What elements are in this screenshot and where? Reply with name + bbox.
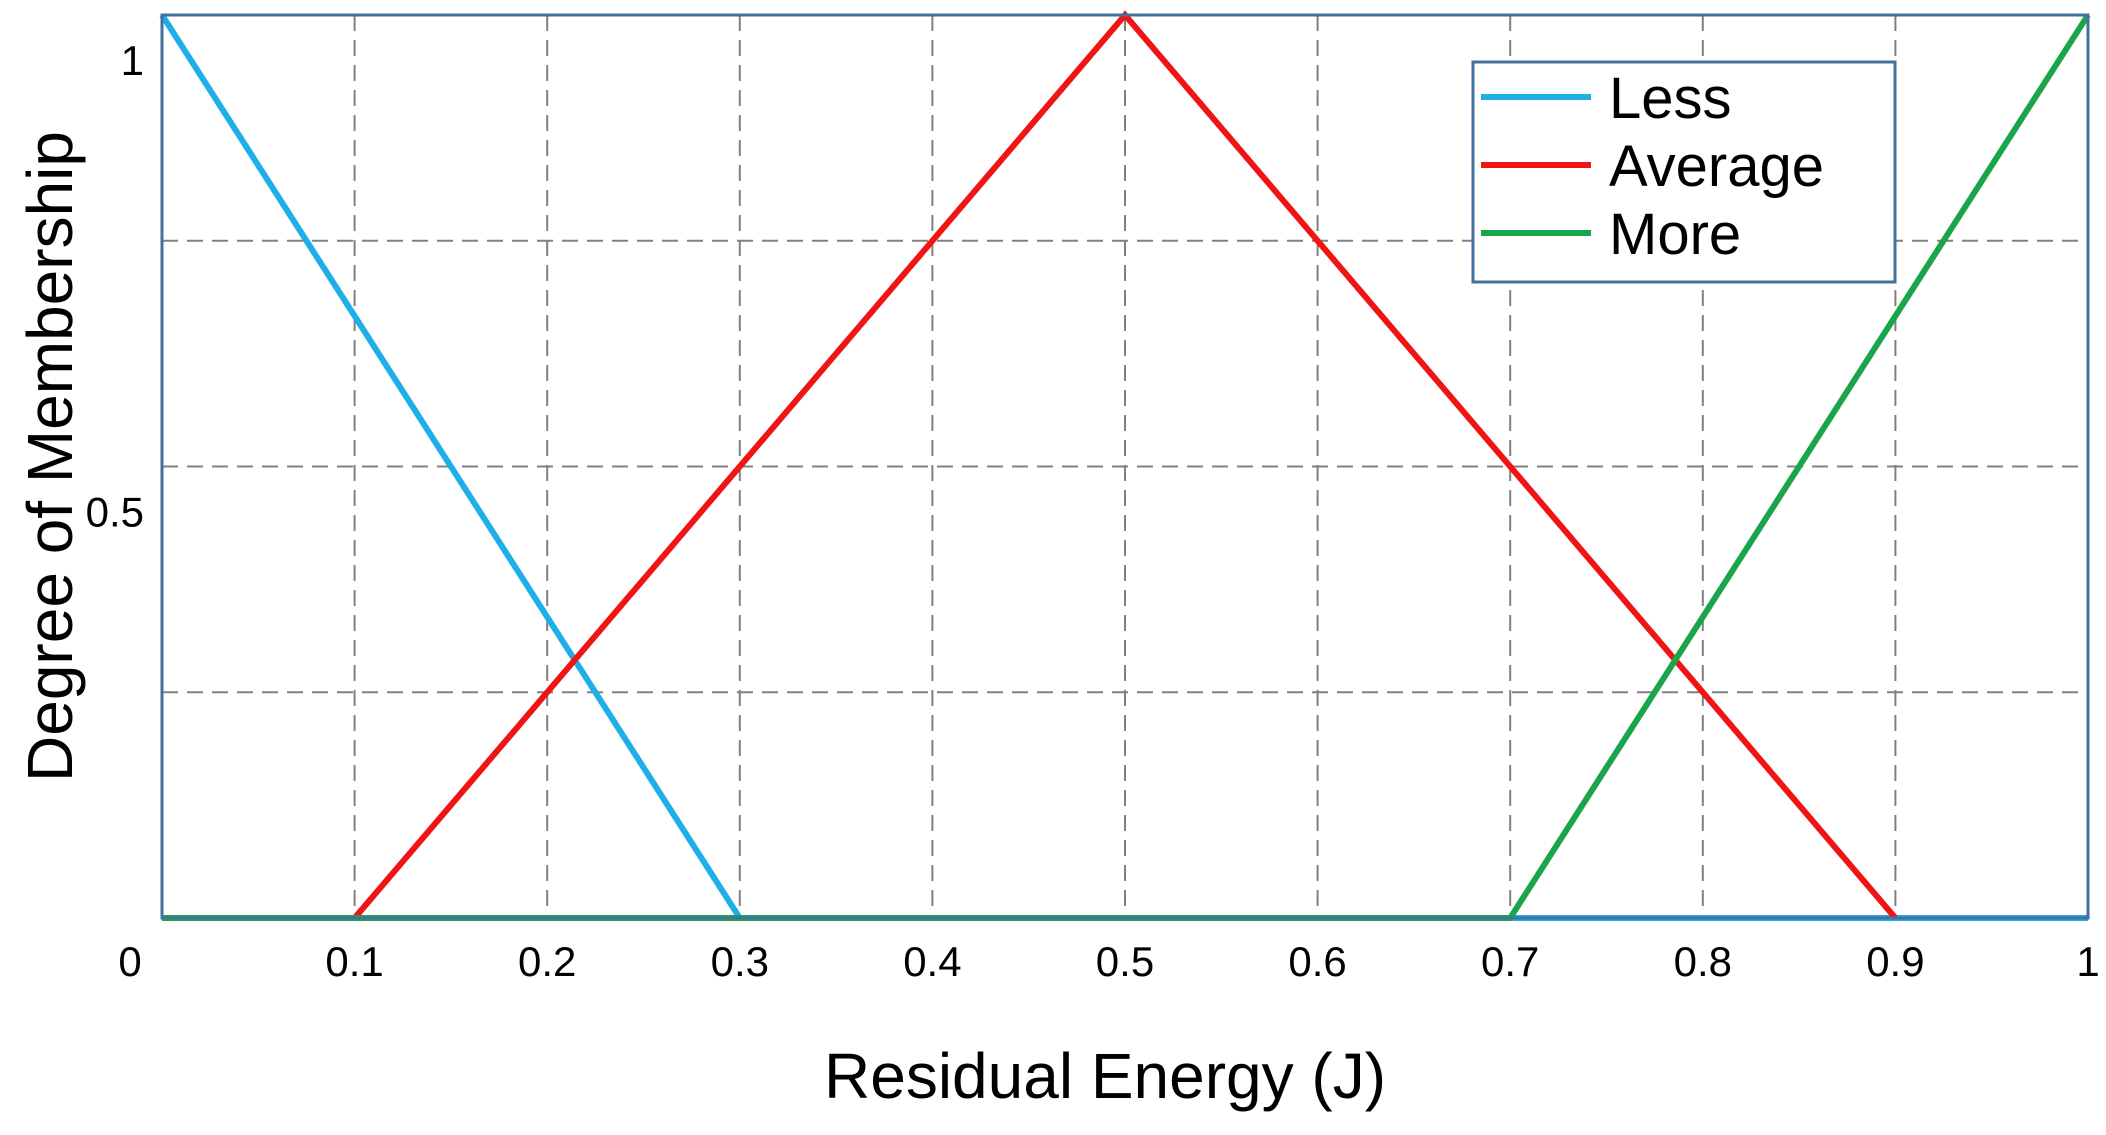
- plot-frame: [160, 13, 2090, 920]
- x-tick-label: 1: [2076, 938, 2099, 985]
- x-tick-label: 0.2: [518, 938, 576, 985]
- x-tick-label: 0: [118, 938, 141, 985]
- legend-label-more: More: [1609, 202, 1741, 267]
- x-tick-label: 0.7: [1481, 938, 1539, 985]
- x-tick-label: 0.5: [1096, 938, 1154, 985]
- y-tick-labels: 0.51: [86, 37, 144, 536]
- y-axis-title: Degree of Membership: [14, 131, 86, 782]
- legend-label-less: Less: [1609, 66, 1732, 131]
- x-tick-labels: 0 0.1 0.2 0.3 0.4 0.5 0.6 0.7 0.8 0.9 1: [118, 938, 2099, 985]
- x-axis-title: Residual Energy (J): [824, 1040, 1386, 1112]
- y-tick-label: 0.5: [86, 489, 144, 536]
- x-tick-label: 0.1: [325, 938, 383, 985]
- y-tick-label: 1: [121, 37, 144, 84]
- x-tick-label: 0.3: [711, 938, 769, 985]
- x-tick-label: 0.6: [1288, 938, 1346, 985]
- x-tick-label: 0.4: [903, 938, 961, 985]
- x-tick-label: 0.8: [1674, 938, 1732, 985]
- legend-label-average: Average: [1609, 134, 1824, 199]
- x-tick-label: 0.9: [1866, 938, 1924, 985]
